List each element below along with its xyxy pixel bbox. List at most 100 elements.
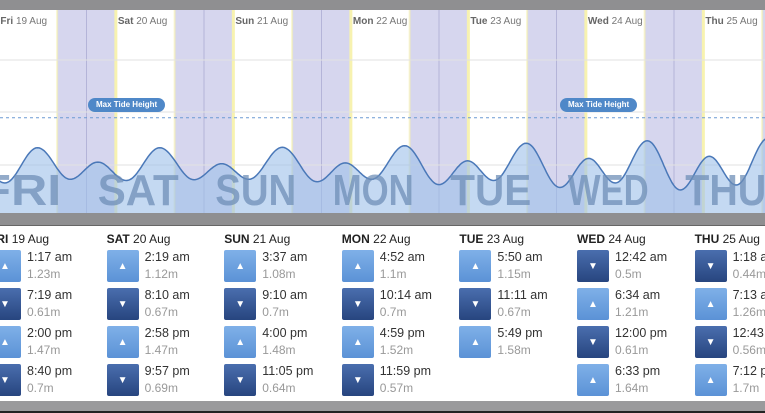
day-column: MON 22 Aug ▲ 4:52 am 1.1m ▼ 10:14 am 0.7… [341,232,459,402]
day-name: MON [341,232,370,246]
day-date: 24 Aug [611,16,643,27]
day-date: 22 Aug [373,232,411,246]
tide-chart-svg: FRI SAT SUN MON TUE WED THU [0,10,765,215]
day-watermark: SUN [215,166,296,213]
day-column: FRI 19 Aug ▲ 1:17 am 1.23m ▼ 7:19 am 0.6… [0,232,106,402]
day-header: SAT 20 Aug [107,232,224,246]
low-tide-arrow-down-icon: ▼ [0,364,21,396]
tide-time: 12:43 pm [732,326,765,340]
low-tide-arrow-down-icon: ▼ [106,364,139,396]
tide-entry: ▲ 3:37 am 1.08m [224,250,341,288]
tide-height: 1.64m [615,381,649,395]
tide-time: 12:42 am [615,250,668,264]
tide-time: 9:57 pm [144,364,190,378]
tide-height: 0.64m [262,381,296,395]
tide-entry: ▲ 1:17 am 1.23m [0,250,106,288]
tide-entry: ▲ 5:49 pm 1.58m [459,326,576,364]
tide-entry: ▼ 11:11 am 0.67m [459,288,576,326]
tide-time: 2:00 pm [27,326,73,340]
tide-height: 0.44m [732,267,765,281]
tide-height: 1.7m [732,381,760,395]
low-tide-arrow-down-icon: ▼ [341,364,374,396]
day-date: 21 Aug [257,16,289,27]
tide-time: 4:59 pm [379,326,425,340]
tide-entry: ▼ 12:42 am 0.5m [577,250,694,288]
tide-entry: ▲ 7:12 pm 1.7m [694,364,765,402]
day-date: 25 Aug [726,16,758,27]
day-header: TUE 23 Aug [459,232,576,246]
day-name: FRI [0,232,9,246]
day-column: SUN 21 Aug ▲ 3:37 am 1.08m ▼ 9:10 am 0.7… [224,232,341,402]
day-name: SUN [224,232,250,246]
tide-height: 1.47m [27,343,61,357]
day-column: SAT 20 Aug ▲ 2:19 am 1.12m ▼ 8:10 am 0.6… [106,232,224,402]
tide-entry: ▼ 8:10 am 0.67m [106,288,224,326]
chart-day-label: Thu 25 Aug [705,16,757,27]
tide-height: 1.15m [497,267,531,281]
tide-time: 7:13 am [732,288,765,302]
high-tide-arrow-up-icon: ▲ [577,288,609,320]
tide-height: 0.7m [27,381,54,395]
tide-entry: ▲ 4:59 pm 1.52m [341,326,459,364]
day-date: 24 Aug [608,232,646,246]
tide-chart: FRI SAT SUN MON TUE WED THU Fri 19 Aug Sat 20 Au… [0,10,765,215]
tide-fill [0,139,765,213]
tide-height: 1.21m [615,305,649,319]
low-tide-arrow-down-icon: ▼ [694,326,727,358]
day-date: 19 Aug [11,232,50,246]
tide-height: 0.69m [144,381,178,395]
tide-entry: ▲ 4:00 pm 1.48m [224,326,341,364]
day-watermark: SAT [98,166,179,213]
low-tide-arrow-down-icon: ▼ [224,288,257,320]
day-header: SUN 21 Aug [224,232,341,246]
day-column: THU 25 Aug ▼ 1:18 am 0.44m ▲ 7:13 am 1.2… [694,232,765,402]
day-header: FRI 19 Aug [0,232,106,246]
high-tide-arrow-up-icon: ▲ [341,326,374,358]
tide-entry: ▼ 12:00 pm 0.61m [577,326,694,364]
tide-height: 0.61m [27,305,61,319]
tide-entry: ▲ 7:13 am 1.26m [694,288,765,326]
day-watermark: THU [685,166,765,213]
high-tide-arrow-up-icon: ▲ [0,250,21,282]
tide-height: 1.48m [262,343,296,357]
tide-time: 1:17 am [27,250,73,264]
day-date: 19 Aug [15,16,48,27]
high-tide-arrow-up-icon: ▲ [577,364,609,396]
tide-height: 0.61m [615,343,649,357]
tide-height: 0.7m [379,305,407,319]
day-name: Tue [470,16,488,27]
tide-time: 5:49 pm [497,326,543,340]
tide-entry: ▼ 10:14 am 0.7m [341,288,459,326]
day-date: 20 Aug [136,16,168,27]
day-header: WED 24 Aug [577,232,694,246]
tide-height: 1.26m [732,305,765,319]
high-tide-arrow-up-icon: ▲ [459,326,492,358]
high-tide-arrow-up-icon: ▲ [0,326,21,358]
tide-time: 2:58 pm [144,326,190,340]
tide-time: 8:40 pm [27,364,73,378]
high-tide-arrow-up-icon: ▲ [341,250,374,282]
day-name: SAT [106,232,130,246]
tide-height: 1.1m [379,267,407,281]
tide-height: 0.7m [262,305,289,319]
tide-entry: ▲ 6:33 pm 1.64m [577,364,694,402]
chart-day-label: Fri 19 Aug [0,16,47,27]
day-watermark: TUE [450,166,531,213]
tide-time: 1:18 am [732,250,765,264]
day-name: THU [694,232,720,246]
tide-entry: ▲ 6:34 am 1.21m [577,288,694,326]
tide-time: 7:19 am [27,288,73,302]
tide-curve [0,138,765,191]
high-tide-arrow-up-icon: ▲ [106,250,139,282]
day-date: 23 Aug [490,16,522,27]
day-date: 20 Aug [133,232,171,246]
tide-entry: ▼ 9:10 am 0.7m [224,288,341,326]
day-header: MON 22 Aug [342,232,459,246]
low-tide-arrow-down-icon: ▼ [577,326,609,358]
tide-entry: ▲ 4:52 am 1.1m [341,250,459,288]
chart-day-label: Tue 23 Aug [470,16,521,27]
tide-entry: ▼ 7:19 am 0.61m [0,288,106,326]
day-name: Sun [235,16,255,27]
day-watermark: FRI [0,166,61,213]
high-tide-arrow-up-icon: ▲ [459,250,492,282]
